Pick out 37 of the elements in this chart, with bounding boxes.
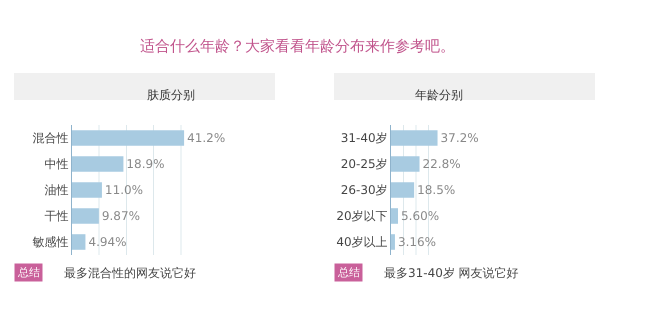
data-label: 9.87%	[102, 209, 140, 223]
text: 最多混合性的网友说它好	[64, 266, 196, 280]
y-tick-label: 20岁以下	[336, 209, 388, 224]
y-tick-label: 31-40岁	[340, 131, 388, 146]
bar	[391, 234, 395, 250]
data-label: 37.2%	[440, 131, 479, 145]
data-label: 18.9%	[126, 157, 165, 171]
chart-subtitle: 肤质分别	[147, 88, 195, 102]
data-label: 5.60%	[401, 209, 440, 223]
y-tick-label: 敏感性	[32, 235, 69, 250]
text: 总结	[337, 266, 360, 279]
y-tick-label: 中性	[44, 157, 69, 172]
bar	[72, 208, 99, 224]
y-tick-label: 20-25岁	[340, 157, 388, 172]
data-label: 18.5%	[417, 183, 456, 197]
data-label: 11.0%	[104, 183, 144, 197]
bar	[391, 182, 414, 198]
y-tick-label: 干性	[44, 209, 69, 224]
bar	[72, 156, 124, 172]
data-label: 22.8%	[422, 157, 461, 171]
text: 总结	[17, 266, 40, 279]
bar	[391, 156, 420, 172]
y-tick-label: 混合性	[32, 131, 69, 146]
data-label: 4.94%	[88, 235, 127, 249]
bar	[72, 234, 86, 250]
y-tick-label: 40岁以上	[336, 235, 388, 250]
text: 最多31-40岁 网友说它好	[384, 266, 519, 280]
bar	[391, 208, 398, 224]
bar	[72, 182, 102, 198]
chart-subtitle: 年龄分别	[415, 88, 463, 102]
bar	[391, 130, 438, 146]
bar	[72, 130, 184, 146]
y-tick-label: 26-30岁	[340, 183, 388, 198]
text: 适合什么年龄？大家看看年龄分布来作参考吧。	[140, 37, 455, 55]
data-label: 3.16%	[398, 235, 436, 249]
data-label: 41.2%	[187, 131, 226, 145]
y-tick-label: 油性	[44, 183, 69, 198]
